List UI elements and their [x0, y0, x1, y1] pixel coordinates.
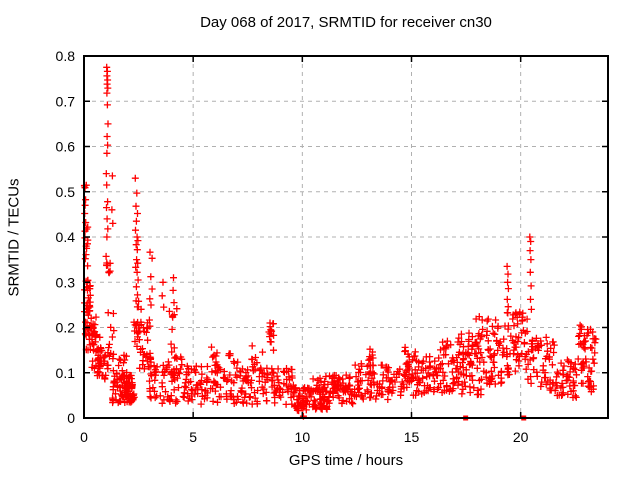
x-tick-label: 15: [404, 429, 420, 445]
y-tick-label: 0.1: [56, 365, 76, 381]
y-tick-label: 0.6: [56, 139, 76, 155]
y-tick-label: 0.5: [56, 184, 76, 200]
data-points: [80, 63, 600, 420]
x-axis-label: GPS time / hours: [288, 452, 404, 469]
x-tick-label: 5: [189, 429, 197, 445]
axis-ticks: [83, 55, 608, 419]
y-tick-label: 0.7: [56, 93, 76, 109]
x-tick-label: 20: [513, 429, 529, 445]
x-tick-label: 0: [80, 429, 88, 445]
y-tick-label: 0.2: [56, 320, 76, 336]
y-tick-label: 0: [67, 410, 75, 426]
plot-title: Day 068 of 2017, SRMTID for receiver cn3…: [200, 14, 492, 31]
y-tick-label: 0.8: [56, 48, 76, 64]
y-tick-label: 0.4: [56, 229, 76, 245]
x-tick-label: 10: [295, 429, 311, 445]
tick-labels: 0 5 10 15 20 0 0.1 0.2 0.3 0.4 0.5 0.6 0.7 0.8: [56, 48, 529, 445]
y-tick-label: 0.3: [56, 274, 76, 290]
